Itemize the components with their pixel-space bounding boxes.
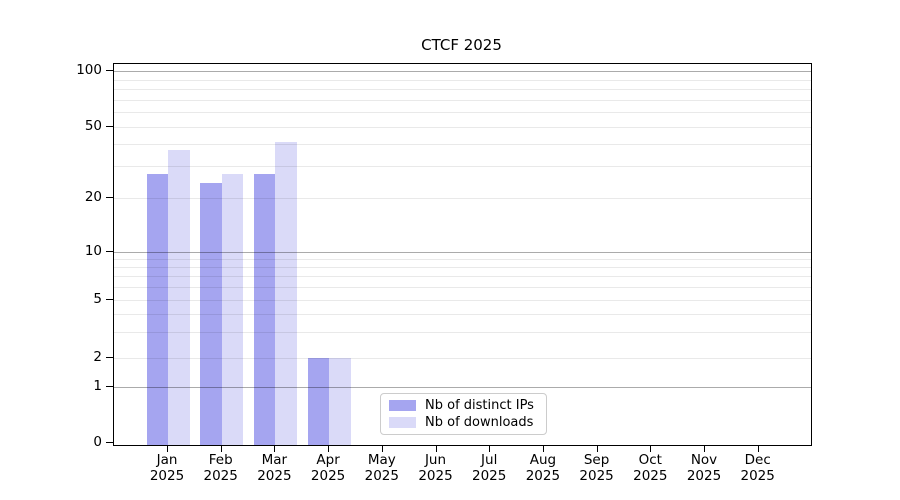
bar-downloads-feb [221,174,244,445]
x-tick-label-sep: Sep 2025 [579,452,614,484]
bar-downloads-mar [275,142,297,445]
x-tick-label-mar: Mar 2025 [257,452,292,484]
y-tick-100 [106,70,113,71]
x-tick-may [381,445,383,452]
gridline-y-100 [114,71,811,72]
x-tick-label-jul: Jul 2025 [472,452,507,484]
legend-swatch-distinct-ips [389,400,416,412]
y-tick-label-1: 1 [93,378,102,394]
y-tick-50 [106,126,113,127]
x-tick-label-jun: Jun 2025 [418,452,453,484]
y-tick-label-0: 0 [93,434,102,450]
gridline-y-30 [114,166,811,168]
y-tick-label-10: 10 [84,242,102,259]
gridline-y-7 [114,276,811,278]
legend: Nb of distinct IPs Nb of downloads [380,393,547,435]
bar-distinct-ips-feb [200,183,222,445]
gridline-y-5 [114,300,811,301]
gridline-y-1 [114,387,811,388]
y-tick-20 [106,196,113,198]
x-tick-label-oct: Oct 2025 [633,452,668,484]
x-tick-label-may: May 2025 [364,452,399,484]
gridline-y-50 [114,127,811,128]
bar-distinct-ips-jan [146,174,168,445]
x-tick-label-dec: Dec 2025 [740,452,775,484]
y-tick-label-2: 2 [93,348,102,365]
plot-area: Nb of distinct IPs Nb of downloads [113,63,812,446]
legend-label-distinct-ips: Nb of distinct IPs [425,398,534,414]
y-tick-1 [106,386,113,387]
y-tick-label-20: 20 [84,188,102,205]
gridline-y-40 [114,144,811,146]
gridline-y-6 [114,287,811,289]
bar-distinct-ips-apr [307,357,330,445]
gridline-y-80 [114,89,811,91]
legend-swatch-downloads [389,416,416,428]
x-tick-apr [328,445,330,452]
legend-item-distinct-ips: Nb of distinct IPs [389,398,538,413]
x-tick-mar [274,445,276,452]
y-tick-5 [106,299,113,300]
gridline-y-2 [114,357,811,359]
legend-label-downloads: Nb of downloads [425,414,534,430]
x-tick-sep [596,445,598,452]
y-tick-0 [106,442,113,443]
y-tick-label-50: 50 [84,118,102,134]
legend-item-downloads: Nb of downloads [389,415,538,430]
chart-title: CTCF 2025 [421,36,502,54]
gridline-y-8 [114,267,811,269]
bar-downloads-jan [168,150,190,445]
x-tick-label-jan: Jan 2025 [149,452,185,484]
gridline-y-9 [114,258,811,260]
bar-distinct-ips-mar [253,174,276,445]
x-tick-label-apr: Apr 2025 [310,452,346,484]
gridline-y-10 [114,251,811,253]
x-tick-jan [167,445,168,452]
y-tick-10 [106,250,113,252]
gridline-y-20 [114,197,811,199]
y-tick-2 [106,356,113,358]
y-tick-label-5: 5 [93,291,102,307]
y-tick-label-100: 100 [76,62,102,78]
x-tick-aug [542,445,544,452]
gridline-y-4 [114,314,811,315]
x-tick-jul [489,445,491,452]
x-tick-label-feb: Feb 2025 [203,452,238,484]
x-tick-oct [650,445,652,452]
gridline-y-70 [114,99,811,101]
x-tick-label-nov: Nov 2025 [686,452,722,484]
x-tick-nov [704,445,705,452]
gridline-y-90 [114,79,811,81]
x-tick-feb [220,445,222,452]
x-tick-jun [435,445,437,452]
x-tick-dec [757,445,759,452]
gridline-y-3 [114,332,811,334]
x-tick-label-aug: Aug 2025 [525,452,561,484]
bar-downloads-apr [329,357,351,445]
gridline-y-60 [114,112,811,114]
